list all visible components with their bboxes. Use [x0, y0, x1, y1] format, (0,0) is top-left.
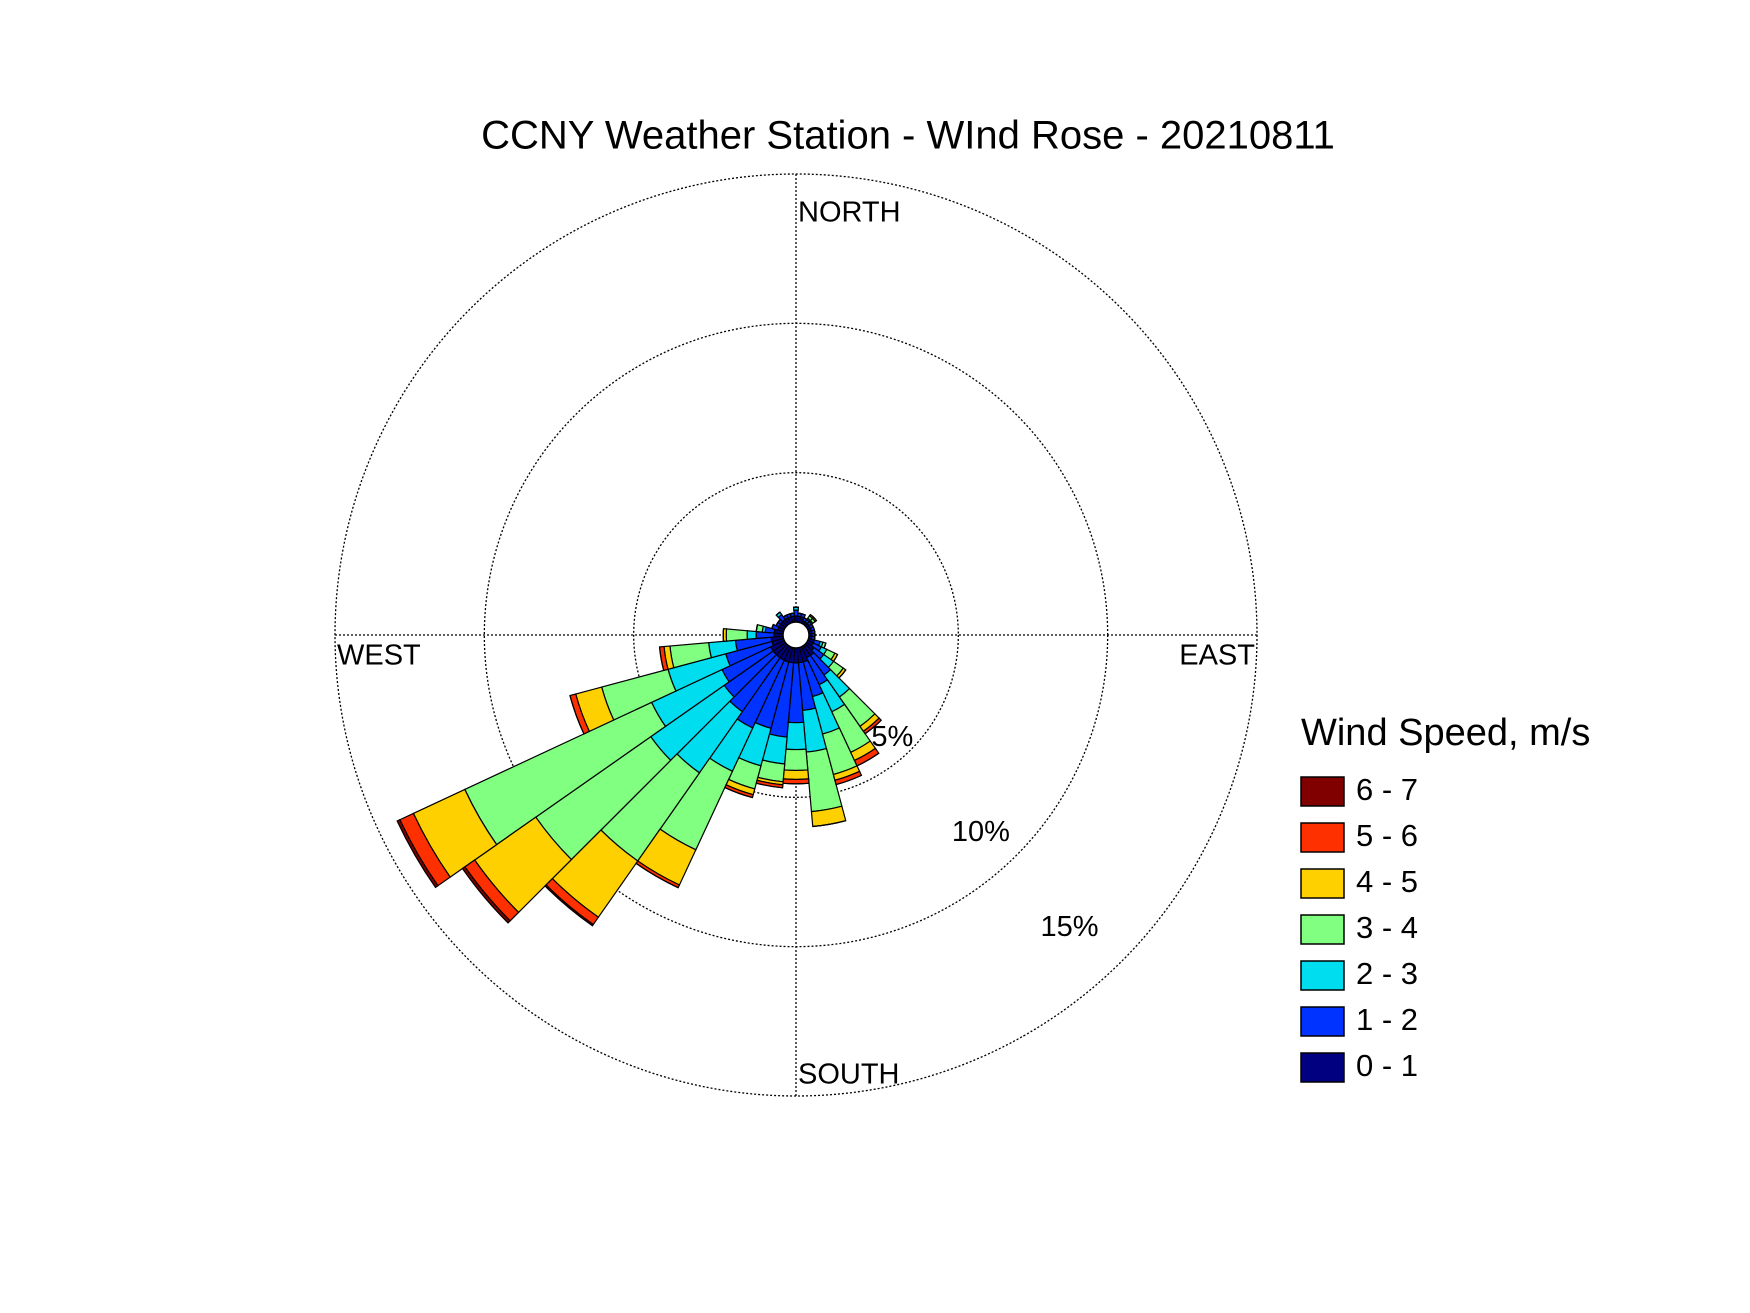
- legend-swatch: [1300, 960, 1345, 991]
- sector-segment: [813, 616, 817, 622]
- direction-label: EAST: [1179, 640, 1255, 672]
- legend-swatch: [1300, 914, 1345, 945]
- sector-segment: [635, 862, 679, 889]
- sector-segment: [658, 646, 665, 671]
- sector-segment: [746, 630, 757, 640]
- direction-label: WEST: [337, 640, 421, 672]
- ring-label: 5%: [871, 721, 913, 753]
- legend-swatch: [1300, 868, 1345, 899]
- sector-segment: [838, 669, 847, 679]
- sector-segment: [544, 884, 595, 927]
- legend-label: 2 - 3: [1356, 956, 1418, 991]
- chart-title: CCNY Weather Station - WInd Rose - 20210…: [481, 114, 1335, 158]
- sector-segment: [785, 721, 807, 751]
- sector-segment: [856, 752, 880, 767]
- sector-segment: [782, 769, 810, 781]
- sector-segment: [833, 654, 839, 662]
- legend-swatch: [1300, 822, 1345, 853]
- legend-swatch: [1300, 1006, 1345, 1037]
- legend-title: Wind Speed, m/s: [1301, 712, 1590, 754]
- sector-segment: [783, 748, 809, 772]
- direction-label: SOUTH: [798, 1059, 900, 1091]
- legend-label: 5 - 6: [1356, 818, 1418, 853]
- sector-segment: [786, 613, 791, 616]
- legend-swatch: [1300, 1052, 1345, 1083]
- sector-segment: [396, 818, 439, 889]
- sector-segment: [724, 786, 753, 799]
- legend-label: 0 - 1: [1356, 1048, 1418, 1083]
- legend-label: 1 - 2: [1356, 1002, 1418, 1037]
- ring-label: 15%: [1041, 911, 1099, 943]
- legend-label: 3 - 4: [1356, 910, 1418, 945]
- center-hole: [782, 621, 810, 649]
- direction-label: NORTH: [798, 197, 901, 229]
- sector-segment: [725, 628, 748, 642]
- legend-label: 4 - 5: [1356, 864, 1418, 899]
- sector-segment: [782, 782, 810, 785]
- sector-segment: [775, 622, 779, 626]
- sector-segment: [812, 626, 815, 631]
- legend-swatch: [1300, 776, 1345, 807]
- sector-segment: [790, 612, 795, 615]
- sector-segment: [813, 629, 816, 634]
- sector-segment: [783, 614, 787, 618]
- sector-segment: [797, 612, 802, 615]
- sector-segment: [813, 636, 816, 641]
- grid-ring: [633, 472, 959, 798]
- sector-segment: [461, 866, 511, 924]
- sector-segment: [823, 642, 827, 649]
- legend-label: 6 - 7: [1356, 772, 1418, 807]
- ring-label: 10%: [952, 816, 1010, 848]
- sector-segment: [777, 619, 781, 623]
